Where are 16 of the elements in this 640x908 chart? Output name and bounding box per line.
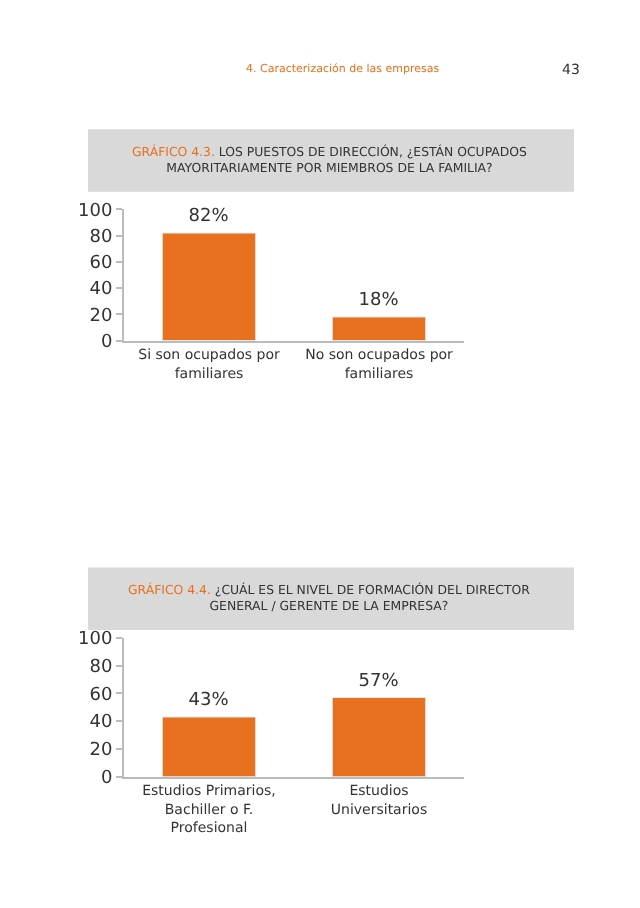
data-label: 82% [188, 207, 230, 228]
y-tick-label: 0 [100, 332, 113, 353]
y-tick-label: 100 [78, 630, 113, 651]
data-label: 57% [358, 671, 400, 692]
y-tick-label: 60 [89, 685, 113, 706]
y-tick-label: 80 [89, 657, 113, 678]
y-tick-label: 100 [78, 201, 113, 222]
y-tick-label: 80 [89, 227, 113, 248]
data-label: 43% [188, 690, 230, 711]
y-tick-label: 0 [100, 768, 113, 789]
y-tick-label: 20 [89, 306, 113, 327]
data-label: 18% [358, 290, 400, 311]
y-tick-label: 20 [89, 741, 113, 762]
y-tick-label: 40 [89, 713, 113, 734]
y-tick-label: 40 [89, 280, 113, 301]
y-tick-label: 60 [89, 254, 113, 275]
